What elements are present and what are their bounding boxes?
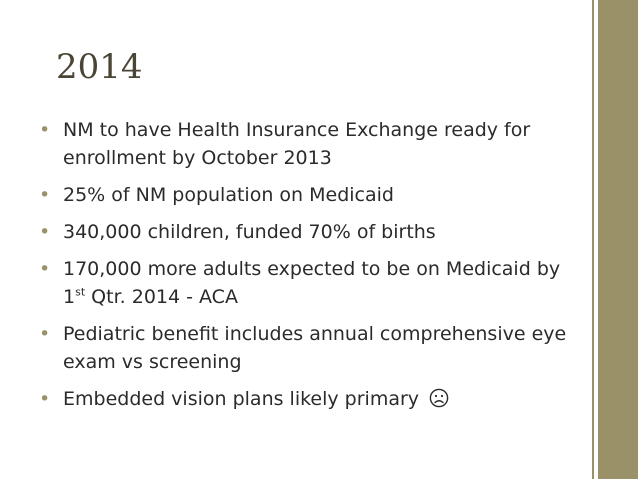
- bullet-text: Pediatric benefit includes annual compre…: [63, 323, 567, 373]
- decorative-side-line: [592, 0, 594, 479]
- bullet-icon: •: [39, 258, 51, 280]
- bullet-icon: •: [39, 323, 51, 345]
- bullet-text: NM to have Health Insurance Exchange rea…: [63, 119, 531, 169]
- sad-face-icon: [429, 388, 449, 408]
- decorative-side-bar: [598, 0, 638, 479]
- bullet-text: 340,000 children, funded 70% of births: [63, 221, 436, 243]
- bullet-icon: •: [39, 119, 51, 141]
- bullet-item-medicaid-population: • 25% of NM population on Medicaid: [39, 181, 574, 209]
- bullet-text-pre: 170,000 more adults expected to be on Me…: [63, 258, 561, 308]
- bullet-item-exchange: • NM to have Health Insurance Exchange r…: [39, 116, 574, 172]
- bullet-icon: •: [39, 184, 51, 206]
- bullet-text-post: Qtr. 2014 - ACA: [85, 286, 238, 308]
- bullet-icon: •: [39, 388, 51, 410]
- bullet-text-superscript: st: [75, 285, 86, 299]
- bullet-item-adults: • 170,000 more adults expected to be on …: [39, 255, 574, 311]
- slide-title: 2014: [56, 47, 143, 87]
- bullet-item-children: • 340,000 children, funded 70% of births: [39, 218, 574, 246]
- bullet-item-vision-plans: • Embedded vision plans likely primary: [39, 385, 574, 413]
- bullet-list: • NM to have Health Insurance Exchange r…: [39, 116, 574, 413]
- bullet-icon: •: [39, 221, 51, 243]
- bullet-text: 25% of NM population on Medicaid: [63, 184, 394, 206]
- bullet-item-pediatric-benefit: • Pediatric benefit includes annual comp…: [39, 320, 574, 376]
- bullet-text: Embedded vision plans likely primary: [63, 388, 420, 410]
